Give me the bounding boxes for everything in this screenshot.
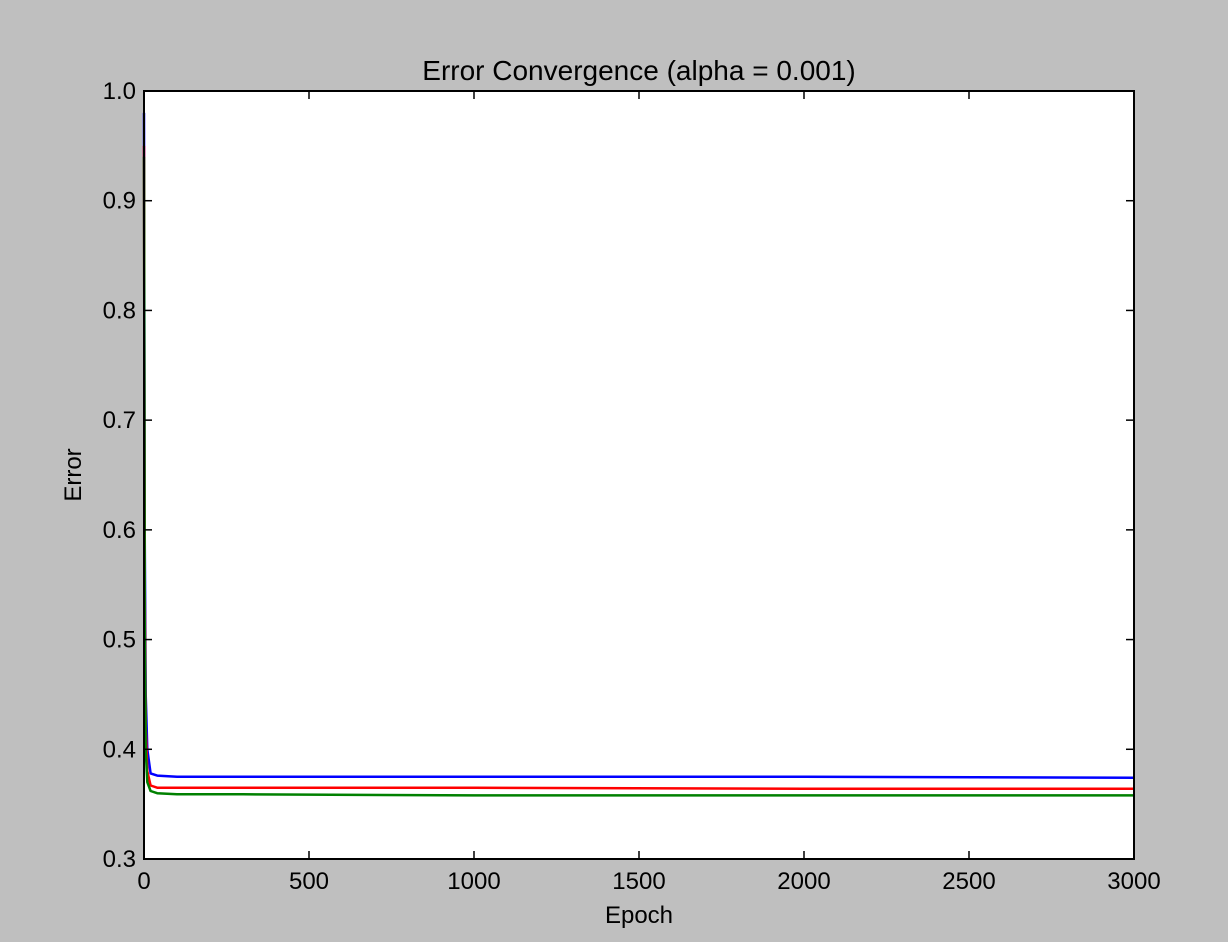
x-tick-label: 1000 (447, 868, 500, 895)
y-tick-label: 1.0 (103, 78, 136, 105)
x-tick-label: 2500 (942, 868, 995, 895)
y-tick-label: 0.7 (103, 407, 136, 434)
series-green-line (142, 156, 1134, 797)
x-tick-label: 3000 (1107, 868, 1160, 895)
x-tick-label: 500 (289, 868, 329, 895)
y-tick-label: 0.9 (103, 188, 136, 215)
y-tick-label: 0.8 (103, 297, 136, 324)
y-tick-label: 0.3 (103, 846, 136, 873)
y-tick-label: 0.6 (103, 517, 136, 544)
x-axis-label: Epoch (605, 902, 673, 929)
plot-frame (143, 90, 1135, 860)
y-tick-label: 0.4 (103, 736, 136, 763)
plot-area (144, 91, 1134, 859)
y-axis-label: Error (60, 448, 87, 501)
x-tick-label: 2000 (777, 868, 830, 895)
x-tick-label: 1500 (612, 868, 665, 895)
y-tick-label: 0.5 (103, 627, 136, 654)
x-tick-label: 0 (137, 868, 150, 895)
tick-layer: 0 500 1000 1500 2000 2500 3000 0.3 0.4 0.5 0.6 0.7 0… (103, 78, 1161, 895)
chart-title: Error Convergence (alpha = 0.001) (422, 55, 855, 86)
